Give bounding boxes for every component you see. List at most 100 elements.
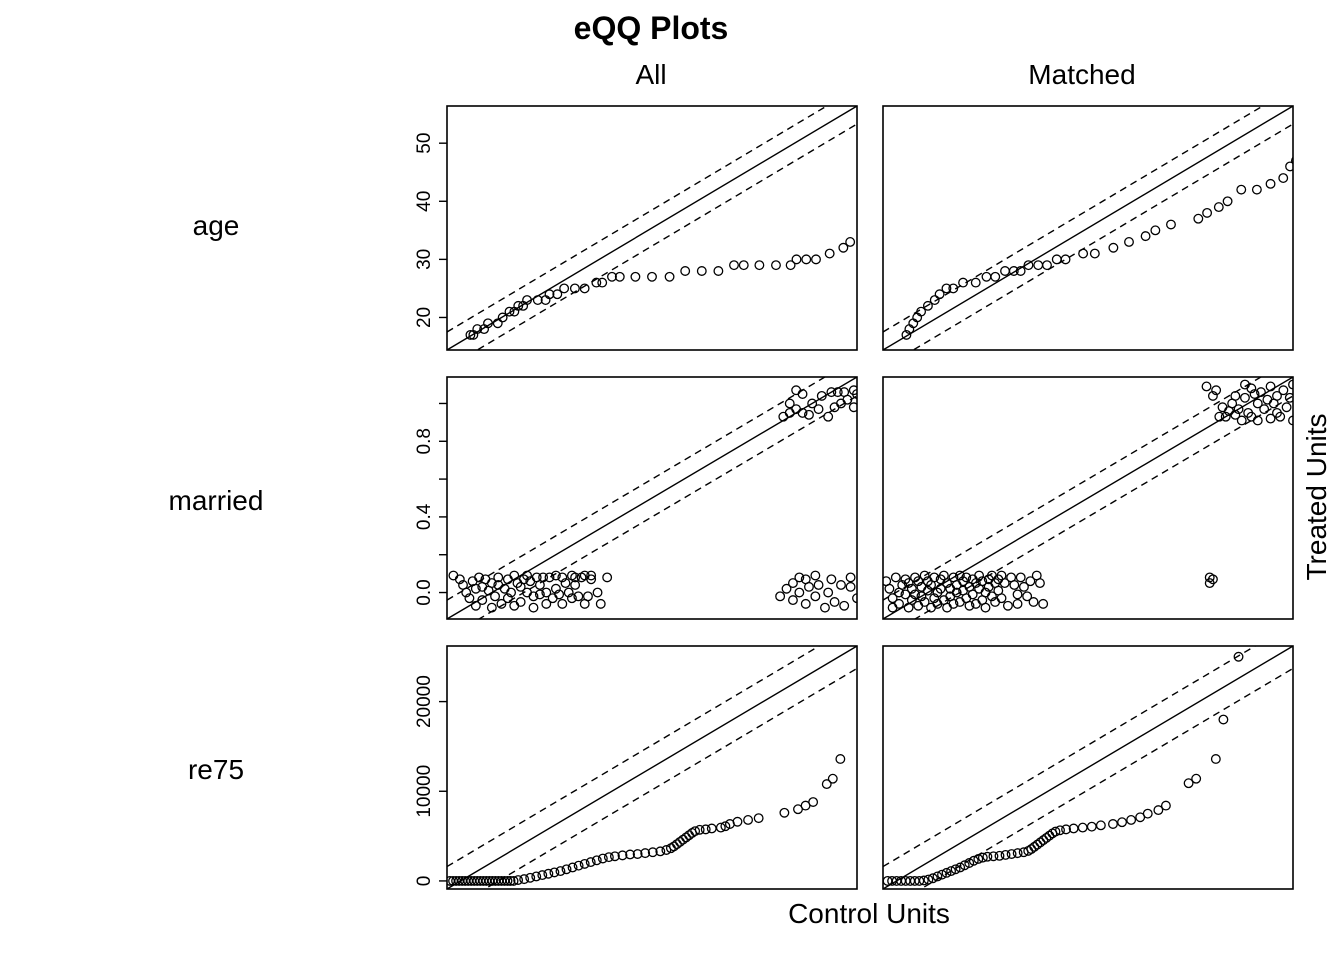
reference-line [447,646,857,889]
data-point [1000,266,1010,276]
y-tick-label: 20 [414,307,435,328]
data-point [477,595,488,606]
data-point [490,591,500,602]
data-point [1013,180,1022,189]
data-point [852,593,857,604]
row-label-married: married [169,485,264,516]
data-point [829,402,840,413]
data-point [1050,151,1059,160]
data-point [537,870,548,881]
data-point [1236,184,1247,195]
data-point [586,570,597,581]
data-point [820,602,830,613]
panel-frame [882,376,1294,620]
row-label-age: age [193,210,240,241]
y-axis-label: Treated Units [1301,413,1332,580]
data-point [887,593,898,604]
data-point [591,277,602,288]
data-point [807,398,818,409]
data-point [1142,808,1153,819]
data-point [508,875,519,886]
data-point [470,583,481,594]
data-point [555,866,566,877]
band-line-upper [883,106,1265,333]
band-line-lower [919,667,1293,889]
band-line-upper [883,377,1263,601]
y-tick-label: 0.4 [414,503,435,530]
data-point [585,857,596,868]
data-point [1218,714,1229,725]
data-point [929,295,940,305]
data-point [980,602,991,613]
data-point [1040,162,1049,171]
data-point [1012,589,1023,600]
data-point [1233,404,1244,415]
panel-married-all: 0.0 0.4 0.8 [414,376,858,620]
data-point [754,260,765,271]
data-point [927,873,938,884]
data-point [977,576,988,587]
data-point [1095,820,1106,831]
data-point [454,574,465,585]
panel-frame [882,105,1294,351]
data-point [1256,387,1266,398]
data-point [801,254,812,265]
band-line-lower [913,395,1293,619]
data-point [505,875,516,886]
panel-frame [446,645,858,890]
data-point [829,597,840,607]
data-point [835,754,846,764]
data-point [974,570,985,581]
data-point [903,578,914,589]
data-point [729,260,739,271]
data-point [821,779,832,790]
data-point [941,283,952,294]
data-point [1117,817,1127,828]
data-point [506,587,517,598]
data-point [775,591,786,602]
data-point [448,570,459,581]
data-point [810,591,821,602]
data-point [664,271,675,282]
data-point [977,852,988,863]
data-point [839,600,850,611]
data-point [1140,231,1151,242]
data-point [932,871,943,882]
reference-line [883,106,1293,350]
panel-age-matched [882,105,1294,351]
data-point [544,572,555,583]
data-point [954,570,965,581]
data-point [848,402,857,413]
band-line-upper [447,646,821,868]
data-point [1008,266,1019,276]
data-point [603,852,614,863]
data-point [1015,266,1026,276]
data-point [493,572,504,583]
data-point [964,858,975,868]
data-point [1038,598,1049,609]
data-point [859,238,868,247]
data-point [804,581,814,592]
data-point [967,589,978,600]
data-point [534,589,545,600]
data-point [901,226,910,235]
data-point [929,593,940,604]
data-point [1202,207,1213,218]
data-point [1124,236,1134,247]
data-point [816,390,827,401]
data-point [811,254,821,265]
data-point [630,271,641,282]
data-point [970,277,981,288]
data-point [912,652,921,661]
data-point [522,570,533,581]
data-point [1012,598,1023,609]
data-point [538,572,549,583]
data-point [1285,161,1293,172]
data-point [559,283,570,294]
y-tick-label: 40 [414,191,435,212]
data-point [614,271,625,282]
y-tick-label: 0.0 [414,579,435,605]
column-title-matched: Matched [1028,59,1135,90]
data-point [1153,805,1164,816]
data-point [1284,392,1293,403]
